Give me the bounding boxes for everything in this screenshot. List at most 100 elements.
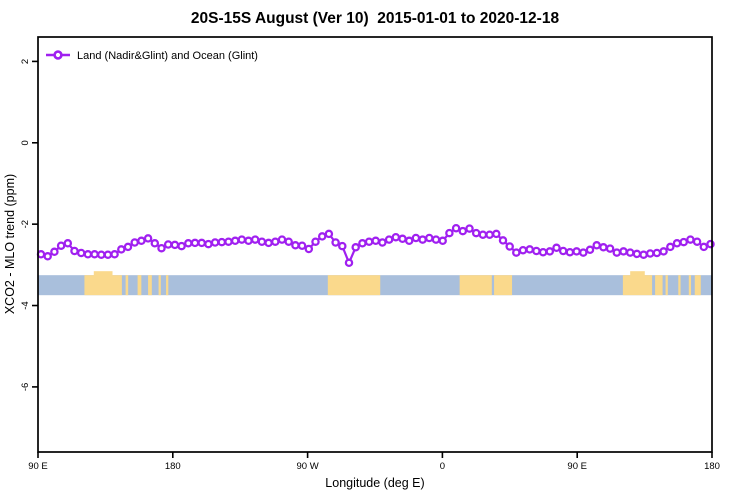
land-segment bbox=[327, 275, 381, 296]
data-point bbox=[579, 248, 588, 257]
land-segment bbox=[137, 275, 142, 296]
data-point bbox=[110, 250, 119, 259]
data-point bbox=[291, 241, 300, 250]
data-point bbox=[512, 248, 521, 257]
data-point bbox=[585, 245, 595, 255]
data-point bbox=[645, 249, 655, 258]
data-point bbox=[552, 243, 561, 253]
data-point bbox=[572, 247, 581, 256]
y-tick-label: -4 bbox=[20, 301, 31, 309]
data-point bbox=[458, 226, 468, 236]
data-point bbox=[686, 235, 695, 244]
x-tick-label: 90 W bbox=[297, 461, 319, 472]
data-point bbox=[317, 232, 327, 241]
data-point bbox=[692, 237, 702, 246]
data-point bbox=[143, 234, 153, 243]
data-point bbox=[485, 230, 494, 239]
data-point bbox=[478, 230, 488, 239]
land-ocean-strip bbox=[38, 271, 712, 296]
data-point bbox=[170, 240, 180, 250]
data-point bbox=[431, 235, 441, 244]
data-point bbox=[210, 238, 220, 247]
data-point bbox=[538, 247, 548, 257]
data-point bbox=[63, 239, 73, 248]
data-point bbox=[324, 229, 334, 239]
land-segment bbox=[158, 275, 161, 296]
x-tick-label: 180 bbox=[704, 461, 720, 472]
land-segment bbox=[459, 275, 492, 296]
land-segment bbox=[694, 275, 701, 296]
data-point bbox=[699, 242, 709, 252]
data-point bbox=[625, 248, 635, 257]
land-segment bbox=[665, 275, 668, 296]
data-point bbox=[498, 236, 508, 245]
x-tick-label: 0 bbox=[440, 461, 445, 472]
data-point bbox=[398, 234, 407, 244]
y-axis-title: XCO2 - MLO trend (ppm) bbox=[3, 174, 17, 314]
data-point bbox=[150, 239, 160, 248]
data-point bbox=[277, 235, 287, 244]
data-point bbox=[632, 249, 642, 259]
data-point bbox=[190, 238, 200, 248]
data-point bbox=[465, 224, 474, 233]
data-point bbox=[304, 244, 314, 254]
legend-label: Land (Nadir&Glint) and Ocean (Glint) bbox=[77, 50, 258, 62]
data-point bbox=[565, 247, 575, 257]
data-point bbox=[518, 245, 528, 255]
land-segment bbox=[688, 275, 692, 296]
data-point bbox=[157, 243, 166, 253]
data-point bbox=[230, 236, 240, 246]
data-point bbox=[619, 247, 628, 256]
data-point bbox=[378, 238, 387, 247]
land-segment-bump bbox=[630, 271, 645, 277]
data-point bbox=[117, 245, 126, 254]
y-tick-label: -2 bbox=[20, 220, 31, 228]
x-tick-label: 90 E bbox=[28, 461, 48, 472]
land-segment bbox=[678, 275, 681, 296]
data-point bbox=[130, 238, 139, 247]
data-point bbox=[384, 235, 394, 244]
data-point bbox=[351, 243, 360, 252]
data-point bbox=[471, 228, 481, 238]
data-point bbox=[83, 250, 93, 259]
data-point bbox=[137, 236, 146, 246]
data-point bbox=[599, 243, 608, 252]
data-point bbox=[391, 232, 401, 242]
land-segment bbox=[494, 275, 513, 296]
data-point bbox=[297, 241, 307, 250]
data-point bbox=[639, 250, 648, 259]
plot-box bbox=[37, 36, 713, 453]
x-tick-label: 180 bbox=[165, 461, 181, 472]
data-point bbox=[264, 238, 273, 248]
axis-ticks: 90 E 180 90 W 0 90 E 180 2 0 -2 -4 -6 bbox=[20, 59, 720, 472]
data-point bbox=[371, 236, 380, 246]
data-point bbox=[56, 241, 66, 250]
land-segment bbox=[166, 275, 169, 296]
legend: Land (Nadir&Glint) and Ocean (Glint) bbox=[46, 50, 258, 62]
data-point bbox=[237, 235, 247, 244]
data-point bbox=[103, 250, 113, 259]
data-point bbox=[558, 246, 568, 256]
data-point bbox=[666, 242, 675, 252]
data-point bbox=[612, 248, 622, 257]
data-point bbox=[244, 236, 253, 246]
land-segment-bump bbox=[93, 271, 113, 277]
data-point bbox=[338, 241, 347, 251]
data-point bbox=[217, 237, 227, 247]
y-tick-label: 0 bbox=[20, 140, 31, 145]
data-point bbox=[364, 237, 374, 246]
data-point bbox=[90, 250, 99, 259]
data-point bbox=[76, 248, 86, 258]
legend-marker-icon bbox=[53, 50, 63, 60]
data-point bbox=[659, 247, 668, 256]
data-point bbox=[97, 250, 106, 259]
land-segment bbox=[622, 275, 653, 296]
data-point bbox=[652, 248, 662, 258]
data-point bbox=[532, 246, 541, 256]
data-point bbox=[177, 241, 186, 251]
y-tick-label: 2 bbox=[20, 59, 31, 64]
land-segment bbox=[148, 275, 152, 296]
data-point bbox=[250, 235, 260, 244]
data-point bbox=[672, 239, 682, 248]
